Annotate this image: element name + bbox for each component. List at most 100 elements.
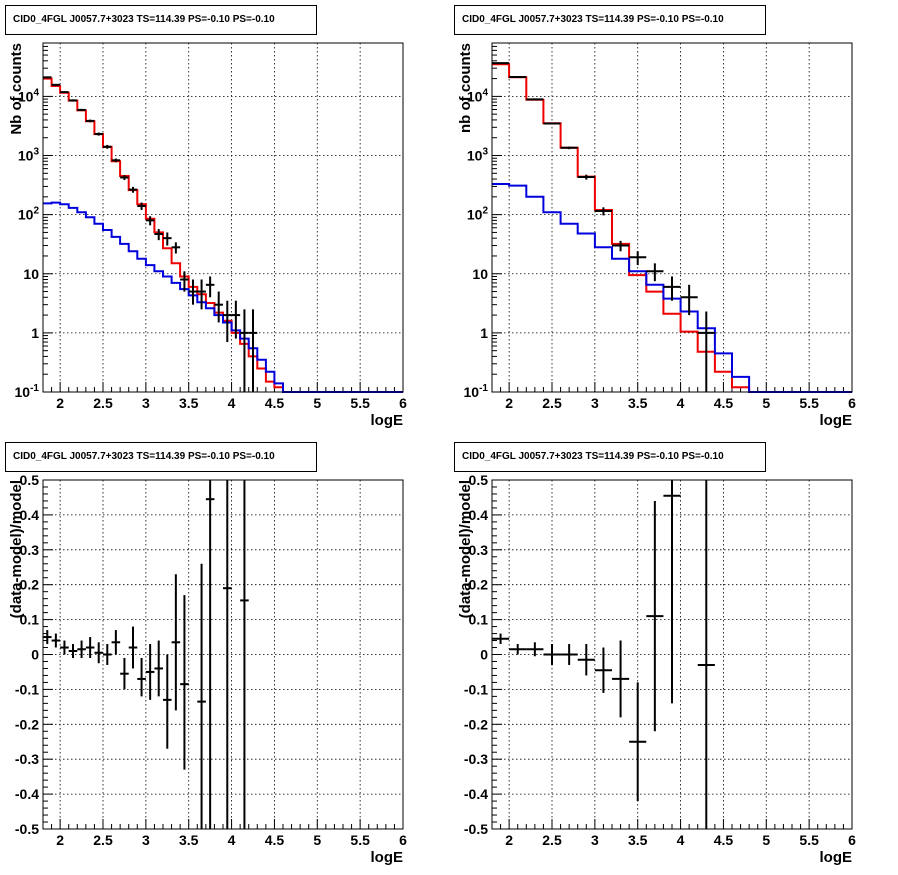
y-axis-label: (data-model)/model	[8, 480, 25, 618]
y-tick-label: 10	[23, 266, 39, 282]
y-tick-label: -0.4	[464, 786, 488, 802]
component-model-line	[43, 201, 403, 393]
y-axis-label: Nb of counts	[8, 43, 25, 135]
tick-labels: 2 2.5 3 3.5 4 4.5 5 5.5 6 10-1 1 10 102 103 104	[464, 87, 857, 411]
chart-svg: 2 2.5 3 3.5 4 4.5 5 5.5 6 10-1 1 10 102 103 104 logE Nb …	[8, 42, 408, 429]
y-tick-label: 0	[480, 647, 488, 663]
y-tick-label: -0.4	[15, 786, 39, 802]
x-tick-label: 2.5	[542, 832, 562, 848]
y-tick-label: -0.2	[15, 716, 39, 732]
chart-panel-counts-right: 2 2.5 3 3.5 4 4.5 5 5.5 6 10-1 1 10 102 103 104 logE nb …	[449, 0, 898, 437]
x-tick-label: 6	[399, 395, 407, 411]
y-tick-label: 103	[18, 147, 40, 164]
x-tick-label: 4	[677, 395, 685, 411]
chart-svg: 2 2.5 3 3.5 4 4.5 5 5.5 6 -0.5 -0.4 -0.3 -0.2 -0.1 0 0.…	[457, 472, 856, 866]
y-tick-label: 0.5	[469, 472, 489, 488]
x-tick-label: 2.5	[93, 395, 113, 411]
x-tick-label: 3.5	[179, 832, 199, 848]
y-tick-label: 0.5	[20, 472, 40, 488]
x-tick-label: 2.5	[542, 395, 562, 411]
plot-frame	[491, 42, 853, 393]
y-tick-label: 0.1	[20, 612, 40, 628]
chart-title: CID0_4FGL J0057.7+3023 TS=114.39 PS=-0.1…	[454, 442, 766, 472]
x-tick-label: 4.5	[714, 832, 734, 848]
x-tick-label: 2	[505, 832, 513, 848]
chart-svg: 2 2.5 3 3.5 4 4.5 5 5.5 6 -0.5 -0.4 -0.3 -0.2 -0.1 0 0.…	[8, 472, 407, 866]
y-tick-label: 0.3	[20, 542, 40, 558]
x-tick-label: 5.5	[799, 832, 819, 848]
y-tick-label: -0.5	[15, 821, 39, 837]
y-tick-label: 102	[467, 206, 489, 223]
y-tick-label: 102	[18, 206, 40, 223]
y-axis-label: nb of counts	[457, 43, 474, 133]
tick-labels: 2 2.5 3 3.5 4 4.5 5 5.5 6 -0.5 -0.4 -0.3 -0.2 -0.1 0 0.…	[464, 472, 856, 848]
data-errorbars	[492, 62, 715, 392]
x-axis-label: logE	[820, 849, 853, 866]
y-axis-label: (data-model)/model	[457, 480, 474, 618]
y-tick-label: -0.2	[464, 716, 488, 732]
data-errorbars	[43, 76, 258, 392]
y-tick-label: 0.3	[469, 542, 489, 558]
plot-frame	[491, 479, 853, 830]
x-tick-label: 5	[313, 832, 321, 848]
chart-title: CID0_4FGL J0057.7+3023 TS=114.39 PS=-0.1…	[5, 442, 317, 472]
chart-panel-residuals-right: 2 2.5 3 3.5 4 4.5 5 5.5 6 -0.5 -0.4 -0.3 -0.2 -0.1 0 0.…	[449, 437, 898, 875]
tick-labels: 2 2.5 3 3.5 4 4.5 5 5.5 6 10-1 1 10 102 103 104	[15, 87, 408, 411]
y-tick-label: 103	[467, 147, 489, 164]
plot-frame	[42, 479, 404, 830]
y-tick-label: 0.4	[469, 507, 489, 523]
x-tick-label: 6	[399, 832, 407, 848]
y-tick-label: 10-1	[15, 383, 40, 400]
x-tick-label: 4	[228, 832, 236, 848]
data-errorbars	[492, 480, 715, 829]
y-tick-label: -0.3	[464, 751, 488, 767]
x-tick-label: 3	[142, 832, 150, 848]
y-tick-label: 0.1	[469, 612, 489, 628]
chart-title: CID0_4FGL J0057.7+3023 TS=114.39 PS=-0.1…	[454, 5, 766, 35]
x-tick-label: 4	[677, 832, 685, 848]
y-tick-label: -0.3	[15, 751, 39, 767]
axis-ticks	[42, 479, 404, 830]
x-tick-label: 3.5	[628, 832, 648, 848]
total-model-line	[43, 77, 403, 393]
x-tick-label: 5.5	[350, 832, 370, 848]
y-tick-label: 1	[31, 325, 39, 341]
total-model-line	[492, 63, 852, 393]
y-tick-label: 1	[480, 325, 488, 341]
x-tick-label: 3	[142, 395, 150, 411]
y-tick-label: 0.2	[20, 577, 40, 593]
axis-ticks	[491, 42, 853, 393]
x-tick-label: 4.5	[265, 832, 285, 848]
y-tick-label: 10-1	[464, 383, 489, 400]
y-tick-label: 104	[467, 87, 489, 104]
chart-panel-residuals-left: 2 2.5 3 3.5 4 4.5 5 5.5 6 -0.5 -0.4 -0.3 -0.2 -0.1 0 0.…	[0, 437, 449, 875]
x-axis-label: logE	[371, 412, 404, 429]
x-tick-label: 5	[762, 395, 770, 411]
y-tick-label: 104	[18, 87, 40, 104]
x-tick-label: 5	[313, 395, 321, 411]
x-tick-label: 5.5	[350, 395, 370, 411]
y-tick-label: 10	[472, 266, 488, 282]
y-tick-label: -0.1	[15, 681, 39, 697]
y-tick-label: 0.2	[469, 577, 489, 593]
y-tick-label: -0.1	[464, 681, 488, 697]
x-axis-label: logE	[371, 849, 404, 866]
chart-title: CID0_4FGL J0057.7+3023 TS=114.39 PS=-0.1…	[5, 5, 317, 35]
x-tick-label: 3	[591, 832, 599, 848]
x-tick-label: 3.5	[179, 395, 199, 411]
data-errorbars	[43, 480, 249, 829]
x-axis-label: logE	[820, 412, 853, 429]
x-tick-label: 5	[762, 832, 770, 848]
x-tick-label: 4.5	[265, 395, 285, 411]
x-tick-label: 2	[56, 832, 64, 848]
plot-frame	[42, 42, 404, 393]
x-tick-label: 3.5	[628, 395, 648, 411]
y-tick-label: 0	[31, 647, 39, 663]
x-tick-label: 2	[505, 395, 513, 411]
x-tick-label: 6	[848, 395, 856, 411]
grid	[43, 479, 404, 830]
grid	[492, 43, 853, 393]
axis-ticks	[491, 479, 853, 830]
axis-ticks	[42, 42, 404, 393]
y-tick-label: -0.5	[464, 821, 488, 837]
